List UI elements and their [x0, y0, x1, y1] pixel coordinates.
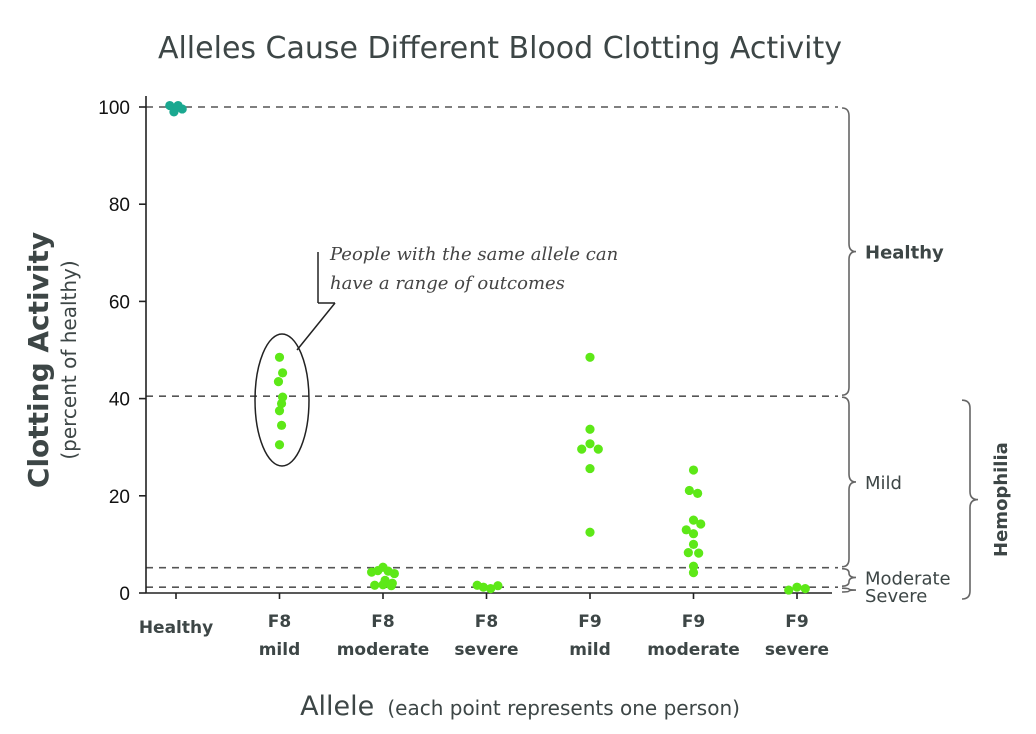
data-point [792, 582, 802, 592]
x-axis-label: Allele (each point represents one person… [300, 691, 740, 722]
x-tick-label: F8 [371, 612, 394, 632]
x-tick-label-line-2: severe [765, 640, 829, 660]
data-point [386, 581, 396, 591]
annotation-ellipse [254, 333, 310, 467]
annotation-text-line-2: have a range of outcomes [330, 273, 565, 294]
brace-moderate [841, 567, 857, 587]
data-point [688, 515, 699, 525]
data-point [688, 529, 699, 539]
data-point [585, 463, 595, 474]
x-tick-label-line-2: severe [454, 640, 518, 660]
band-label-healthy: Healthy [865, 243, 944, 264]
brace-hemophilia [961, 399, 979, 600]
data-point [274, 406, 285, 416]
data-point [693, 488, 703, 498]
x-tick-label: F8 [268, 612, 291, 632]
x-tick-label-line-2: moderate [647, 640, 740, 660]
data-point [784, 585, 794, 595]
y-axis-ticks: 0 20 40 60 80 100 [98, 98, 146, 605]
x-tick-label: F8 [475, 612, 498, 632]
data-point [274, 440, 285, 450]
x-tick-label-line-2: mild [569, 640, 611, 660]
data-point [800, 584, 810, 594]
data-point [276, 398, 287, 409]
data-point [696, 519, 706, 529]
data-point [683, 548, 693, 558]
data-point [688, 539, 699, 550]
data-point [278, 368, 288, 378]
x-tick-label-line-2: mild [259, 640, 301, 660]
data-point [493, 581, 503, 591]
band-label-severe: Severe [865, 586, 927, 607]
brace-severe [841, 587, 857, 593]
y-tick-label: 40 [109, 390, 130, 411]
data-point [684, 485, 694, 496]
y-tick-label: 0 [119, 584, 130, 605]
data-point [585, 439, 595, 449]
x-axis-ticks: Healthy F8 mild F8 moderate F8 severe F9 mild F9 m… [139, 593, 829, 660]
data-point [370, 580, 380, 590]
annotation-callout-line [296, 302, 336, 351]
band-label-moderate: Moderate [865, 568, 951, 589]
data-point [585, 424, 595, 434]
y-tick-label: 60 [109, 292, 130, 313]
annotation-text-line-1: People with the same allele can [329, 244, 618, 265]
y-axis-label: Clotting Activity (percent of healthy) [22, 232, 81, 488]
data-point [478, 582, 488, 592]
data-point [367, 567, 377, 577]
data-point [577, 444, 587, 454]
chart-title: Alleles Cause Different Blood Clotting A… [158, 31, 842, 66]
brace-mild [841, 396, 857, 568]
data-point [681, 525, 691, 535]
data-points [165, 100, 810, 595]
data-point [389, 568, 399, 579]
data-point [486, 584, 496, 594]
x-tick-label: F9 [785, 612, 808, 632]
data-point [593, 444, 603, 454]
data-point [276, 420, 287, 430]
data-point [688, 567, 699, 578]
data-point [694, 548, 704, 558]
x-axis-label-main: Allele [300, 691, 374, 722]
y-tick-label: 100 [98, 98, 130, 119]
data-point [585, 527, 595, 537]
y-axis-label-main: Clotting Activity [22, 232, 55, 488]
data-point [378, 580, 388, 590]
x-axis-label-sub: (each point represents one person) [387, 696, 740, 720]
x-tick-label: Healthy [139, 618, 213, 638]
data-point [688, 561, 699, 571]
y-tick-label: 80 [109, 195, 130, 216]
band-label-mild: Mild [865, 473, 902, 494]
y-tick-label: 20 [109, 487, 130, 508]
x-tick-label: F9 [578, 612, 601, 632]
data-point [177, 104, 187, 114]
brace-healthy [841, 107, 857, 396]
data-point [274, 352, 285, 362]
reference-lines [146, 106, 838, 588]
data-point [688, 465, 699, 475]
group-label-hemophilia: Hemophilia [991, 442, 1012, 557]
data-point [585, 352, 595, 362]
x-tick-label: F9 [682, 612, 705, 632]
x-tick-label-line-2: moderate [337, 640, 430, 660]
data-point [273, 376, 284, 387]
annotation: People with the same allele can have a r… [254, 244, 618, 467]
y-axis-label-sub: (percent of healthy) [57, 260, 81, 459]
